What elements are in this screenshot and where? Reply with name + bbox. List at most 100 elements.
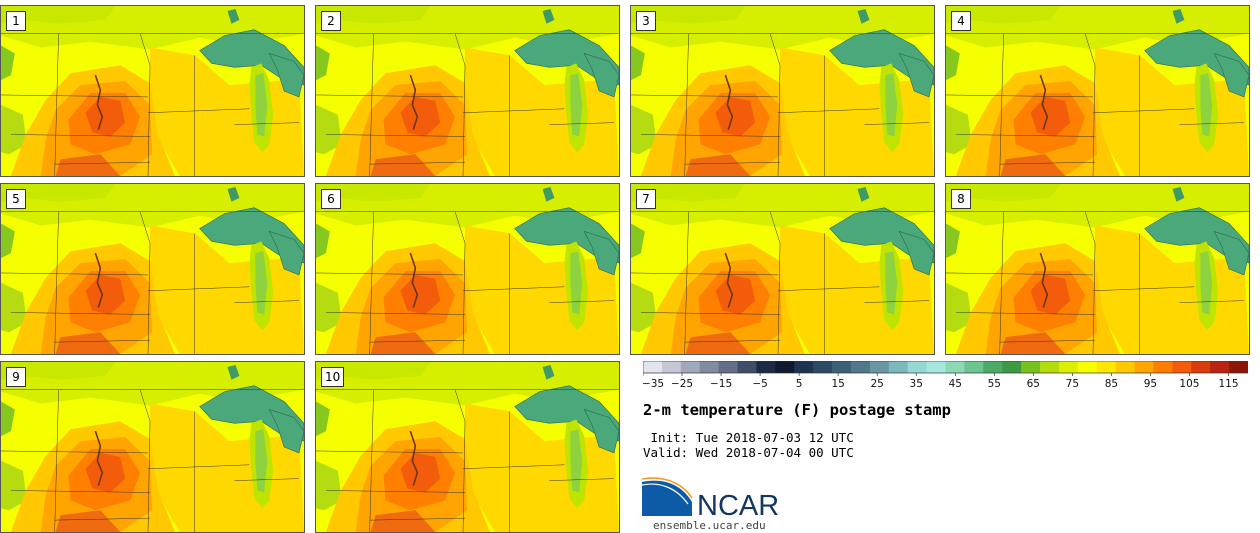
colorbar-tick-label: 55 bbox=[988, 378, 1001, 390]
lake-michigan-center bbox=[1200, 73, 1213, 137]
colorbar-tick-label: 25 bbox=[871, 378, 884, 390]
colorbar-swatch bbox=[983, 361, 1003, 373]
colorbar-swatch bbox=[737, 361, 757, 373]
colorbar-swatch bbox=[1210, 361, 1230, 373]
field-green-west bbox=[316, 45, 330, 81]
colorbar-tick-label: 105 bbox=[1179, 378, 1199, 390]
stamp-number-label: 2 bbox=[321, 11, 341, 31]
ncar-logo-arc bbox=[642, 477, 693, 499]
temperature-colorbar: −35 −25 −15 −5 5 15 25 35 45 55 65 75 85 95 105 115 bbox=[643, 361, 1248, 390]
field-hottest bbox=[400, 274, 441, 315]
field-hottest bbox=[400, 96, 441, 137]
colorbar-swatch bbox=[1172, 361, 1192, 373]
colorbar-swatch bbox=[926, 361, 946, 373]
init-time-label: Init: Tue 2018-07-03 12 UTC bbox=[643, 430, 854, 445]
colorbar-swatch bbox=[888, 361, 909, 373]
field-hot-south bbox=[55, 154, 121, 176]
state-borders bbox=[1, 211, 304, 354]
colorbar-tick-label: 45 bbox=[949, 378, 962, 390]
lake-huron bbox=[268, 230, 304, 276]
lake-nipigon bbox=[1172, 8, 1185, 24]
ncar-logo-mark bbox=[642, 480, 692, 516]
field-green-southwest bbox=[1, 282, 27, 333]
field-green-southwest bbox=[946, 104, 972, 155]
lake-michigan-center bbox=[255, 251, 268, 315]
colorbar-swatch bbox=[907, 361, 928, 373]
field-green-southwest bbox=[1, 460, 27, 511]
field-cool-northwest bbox=[946, 184, 1061, 202]
field-cool-northwest bbox=[1, 6, 116, 24]
lake-nipigon bbox=[542, 186, 555, 202]
stamp-panel-7: 7 bbox=[630, 183, 935, 355]
lake-michigan-center bbox=[570, 73, 583, 137]
stamp-number-label: 9 bbox=[6, 367, 26, 387]
field-hottest bbox=[85, 274, 126, 315]
lake-huron bbox=[898, 52, 934, 98]
field-green-southwest bbox=[631, 282, 657, 333]
lake-huron bbox=[898, 230, 934, 276]
stamp-panel-2: 2 bbox=[315, 5, 620, 177]
stamp-number-label: 6 bbox=[321, 189, 341, 209]
colorbar-swatch bbox=[1058, 361, 1079, 373]
field-green-west bbox=[631, 45, 645, 81]
temperature-map bbox=[1, 184, 304, 354]
lake-huron bbox=[268, 52, 304, 98]
colorbar-swatch bbox=[945, 361, 965, 373]
colorbar-swatch bbox=[718, 361, 739, 373]
field-green-west bbox=[1, 223, 15, 259]
field-hottest bbox=[85, 96, 126, 137]
red-river bbox=[724, 252, 734, 308]
lake-nipigon bbox=[1172, 186, 1185, 202]
state-borders bbox=[316, 389, 619, 532]
red-river bbox=[409, 252, 419, 308]
colorbar-swatch bbox=[1096, 361, 1117, 373]
colorbar-swatch bbox=[869, 361, 890, 373]
colorbar-tick-label: 115 bbox=[1218, 378, 1238, 390]
colorbar-tick-label: −5 bbox=[752, 378, 767, 390]
field-hot-south bbox=[685, 154, 751, 176]
lake-huron bbox=[583, 230, 619, 276]
lake-nipigon bbox=[227, 186, 240, 202]
field-hottest bbox=[85, 452, 126, 493]
colorbar-swatch bbox=[813, 361, 833, 373]
field-cool-northwest bbox=[631, 6, 746, 24]
temperature-map bbox=[1, 6, 304, 176]
stamp-panel-3: 3 bbox=[630, 5, 935, 177]
stamp-number-label: 3 bbox=[636, 11, 656, 31]
chart-title: 2-m temperature (F) postage stamp bbox=[643, 401, 951, 419]
temperature-map bbox=[316, 6, 619, 176]
colorbar-swatch bbox=[756, 361, 776, 373]
field-green-west bbox=[1, 45, 15, 81]
red-river bbox=[409, 74, 419, 130]
field-hottest bbox=[715, 96, 756, 137]
colorbar-swatch bbox=[1002, 361, 1022, 373]
red-river bbox=[94, 252, 104, 308]
lake-michigan-center bbox=[885, 251, 898, 315]
field-hot-south bbox=[685, 332, 751, 354]
lake-michigan-center bbox=[255, 73, 268, 137]
colorbar-swatch bbox=[1191, 361, 1211, 373]
field-green-southwest bbox=[316, 460, 342, 511]
field-hot-south bbox=[370, 154, 436, 176]
valid-time-label: Valid: Wed 2018-07-04 00 UTC bbox=[643, 445, 854, 460]
field-hottest bbox=[1030, 274, 1071, 315]
field-green-southwest bbox=[316, 282, 342, 333]
stamp-number-label: 1 bbox=[6, 11, 26, 31]
red-river bbox=[1039, 252, 1049, 308]
field-hottest bbox=[400, 452, 441, 493]
colorbar-tick-label: −35 bbox=[643, 378, 664, 390]
lake-nipigon bbox=[227, 364, 240, 380]
colorbar-swatch bbox=[699, 361, 720, 373]
colorbar-swatch bbox=[1134, 361, 1154, 373]
temperature-map bbox=[316, 362, 619, 532]
temperature-map bbox=[631, 184, 934, 354]
lake-huron bbox=[583, 408, 619, 454]
colorbar-swatch bbox=[1229, 361, 1248, 373]
temperature-map bbox=[946, 6, 1249, 176]
stamp-panel-1: 1 bbox=[0, 5, 305, 177]
colorbar-swatch bbox=[1040, 361, 1060, 373]
colorbar-swatches bbox=[643, 361, 1248, 373]
field-green-southwest bbox=[1, 104, 27, 155]
lake-nipigon bbox=[542, 8, 555, 24]
colorbar-tick-label: 15 bbox=[831, 378, 844, 390]
